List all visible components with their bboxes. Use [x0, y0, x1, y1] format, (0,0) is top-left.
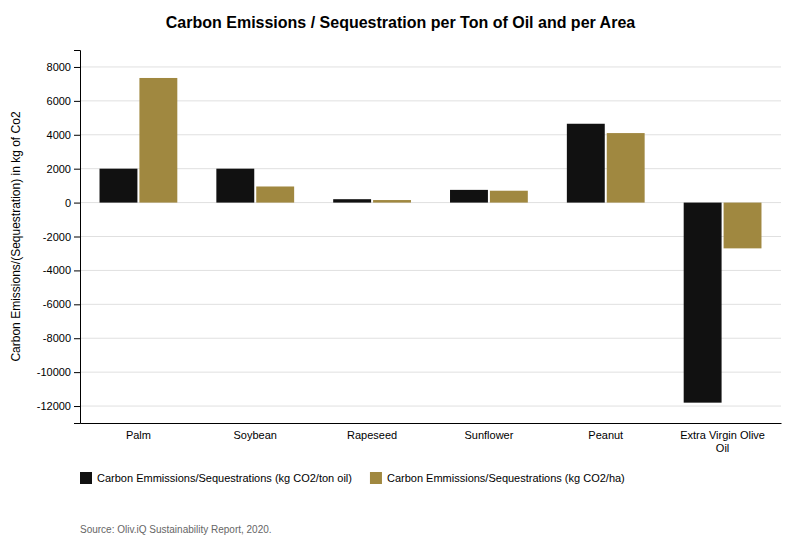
bar — [333, 199, 371, 202]
legend-item: Carbon Emmissions/Sequestrations (kg CO2… — [80, 472, 352, 484]
x-tick-label: Sunflower — [464, 429, 513, 441]
series — [139, 78, 761, 248]
y-tick: -10000 — [37, 366, 80, 378]
y-tick-label: 6000 — [47, 95, 71, 107]
y-tick-mark — [74, 338, 80, 339]
x-tick: Rapeseed — [347, 429, 397, 441]
bar — [216, 169, 254, 203]
legend-label: Carbon Emmissions/Sequestrations (kg CO2… — [387, 472, 625, 484]
bar — [100, 169, 138, 203]
x-tick-label-line: Oil — [716, 442, 729, 454]
y-axis-line — [74, 51, 81, 424]
x-tick: Peanut — [588, 429, 623, 441]
grid-line — [80, 100, 781, 101]
legend-label: Carbon Emmissions/Sequestrations (kg CO2… — [97, 472, 352, 484]
grid-line — [80, 372, 781, 373]
grid-line — [80, 134, 781, 135]
y-tick: -4000 — [43, 264, 80, 276]
x-tick: Extra Virgin OliveOil — [680, 429, 765, 454]
grid-line — [80, 66, 781, 67]
y-tick-label: -8000 — [43, 332, 71, 344]
bar — [567, 124, 605, 203]
legend: Carbon Emmissions/Sequestrations (kg CO2… — [80, 472, 625, 484]
grid-line — [80, 406, 781, 407]
y-tick-label: -6000 — [43, 298, 71, 310]
x-tick-label-line: Palm — [126, 429, 151, 441]
x-tick-label: Peanut — [588, 429, 623, 441]
x-tick-label: Soybean — [234, 429, 277, 441]
x-tick: Palm — [126, 429, 151, 441]
y-tick: 4000 — [47, 129, 80, 141]
grid — [80, 67, 781, 406]
y-tick-label: 4000 — [47, 129, 71, 141]
y-tick: 8000 — [47, 61, 80, 73]
bar — [490, 191, 528, 203]
y-tick-mark — [74, 169, 80, 170]
grid-line — [80, 270, 781, 271]
y-tick: -8000 — [43, 332, 80, 344]
y-tick-label: -4000 — [43, 264, 71, 276]
y-tick-label: 2000 — [47, 163, 71, 175]
grid-line — [80, 168, 781, 169]
y-tick-mark — [74, 67, 80, 68]
y-tick-mark — [74, 270, 80, 271]
y-tick-mark — [74, 237, 80, 238]
y-tick: -6000 — [43, 298, 80, 310]
x-tick-label: Extra Virgin OliveOil — [680, 429, 765, 454]
chart: -12000 -10000 -8000 -6000 -4000 -2000 0 2000 400… — [0, 0, 801, 543]
bar — [139, 78, 177, 203]
y-tick-label: -2000 — [43, 231, 71, 243]
bar — [684, 203, 722, 403]
y-axis: -12000 -10000 -8000 -6000 -4000 -2000 0 2000 400… — [37, 51, 81, 424]
legend-item: Carbon Emmissions/Sequestrations (kg CO2… — [370, 472, 625, 484]
y-tick-mark — [74, 101, 80, 102]
y-tick: -2000 — [43, 231, 80, 243]
x-tick-label-line: Sunflower — [464, 429, 513, 441]
bar — [450, 190, 488, 203]
series — [100, 124, 722, 403]
y-tick: 0 — [65, 197, 80, 209]
x-tick-label-line: Soybean — [234, 429, 277, 441]
x-tick: Soybean — [234, 429, 277, 441]
y-tick-label: -10000 — [37, 366, 71, 378]
y-tick-label: -12000 — [37, 400, 71, 412]
bar — [607, 133, 645, 203]
title: Carbon Emissions / Sequestration per Ton… — [166, 14, 636, 31]
y-tick: -12000 — [37, 400, 80, 412]
grid-line — [80, 338, 781, 339]
source-note: Source: Oliv.iQ Sustainability Report, 2… — [80, 524, 272, 535]
grid-line — [80, 304, 781, 305]
grid-line — [80, 202, 781, 203]
bar — [373, 200, 411, 203]
x-axis: Palm Soybean Rapeseed Sunflower Peanut Extra … — [81, 424, 782, 455]
bars — [100, 78, 762, 403]
plot: -12000 -10000 -8000 -6000 -4000 -2000 0 2000 400… — [37, 51, 782, 455]
x-tick-label-line: Peanut — [588, 429, 623, 441]
y-tick-label: 8000 — [47, 61, 71, 73]
x-tick-label-line: Extra Virgin Olive — [680, 429, 765, 441]
x-tick-label: Rapeseed — [347, 429, 397, 441]
legend-swatch — [80, 472, 92, 484]
y-tick-label: 0 — [65, 197, 71, 209]
y-tick-mark — [74, 203, 80, 204]
y-tick-mark — [74, 372, 80, 373]
bar — [724, 203, 762, 249]
y-label: Carbon Emissions/(Sequestration) in kg o… — [9, 111, 23, 361]
x-axis-line — [81, 423, 782, 424]
y-tick: 6000 — [47, 95, 80, 107]
bar — [256, 186, 294, 202]
legend-swatch — [370, 472, 382, 484]
y-tick-mark — [74, 406, 80, 407]
x-tick-label-line: Rapeseed — [347, 429, 397, 441]
grid-line — [80, 236, 781, 237]
y-tick: 2000 — [47, 163, 80, 175]
x-tick-label: Palm — [126, 429, 151, 441]
y-tick-mark — [74, 135, 80, 136]
x-tick: Sunflower — [464, 429, 513, 441]
y-tick-mark — [74, 304, 80, 305]
